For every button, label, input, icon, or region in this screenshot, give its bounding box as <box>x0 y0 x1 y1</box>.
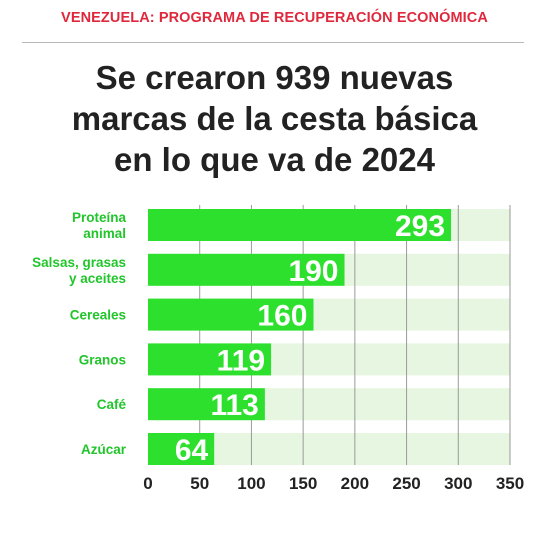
category-label-line: animal <box>83 226 126 241</box>
category-label-line: Café <box>97 397 127 412</box>
title-line-1: Se crearon 939 nuevas <box>95 59 454 96</box>
category-label: Salsas, grasas y aceites <box>32 255 126 286</box>
category-label-line: Proteína <box>72 210 127 225</box>
bar-value-label: 64 <box>175 434 209 467</box>
category-label: Café <box>97 397 127 412</box>
category-label-line: Granos <box>79 352 126 367</box>
bar-value-label: 293 <box>395 210 445 243</box>
kicker: VENEZUELA: PROGRAMA DE RECUPERACIÓN ECON… <box>61 10 488 26</box>
x-tick-label: 150 <box>289 474 317 493</box>
bar <box>148 388 265 421</box>
category-label-line: Azúcar <box>81 442 127 457</box>
bar <box>148 343 272 376</box>
category-label: Granos <box>79 352 126 367</box>
category-label-line: y aceites <box>69 271 126 286</box>
category-label: Proteína animal <box>72 210 127 241</box>
bar <box>148 253 345 286</box>
title-line-3: en lo que va de 2024 <box>114 141 435 178</box>
bar <box>148 298 314 331</box>
x-tick-label: 350 <box>496 474 524 493</box>
category-label: Azúcar <box>81 442 127 457</box>
category-label-line: Salsas, grasas <box>32 255 126 270</box>
x-tick-label: 50 <box>190 474 209 493</box>
x-tick-label: 0 <box>143 474 152 493</box>
bar-value-label: 113 <box>210 389 258 422</box>
x-tick-label: 200 <box>341 474 369 493</box>
bar-value-label: 190 <box>288 255 338 288</box>
bar <box>148 433 215 465</box>
title-line-2: marcas de la cesta básica <box>71 100 478 137</box>
x-tick-label: 250 <box>392 474 420 493</box>
bar-value-label: 119 <box>217 344 265 377</box>
bar <box>148 209 452 241</box>
divider <box>22 42 524 43</box>
x-tick-label: 300 <box>444 474 472 493</box>
x-tick-label: 100 <box>237 474 265 493</box>
bar-value-label: 160 <box>257 300 307 333</box>
category-label-line: Cereales <box>70 308 126 323</box>
category-label: Cereales <box>70 308 126 323</box>
page-title: Se crearon 939 nuevas marcas de la cesta… <box>0 57 549 180</box>
